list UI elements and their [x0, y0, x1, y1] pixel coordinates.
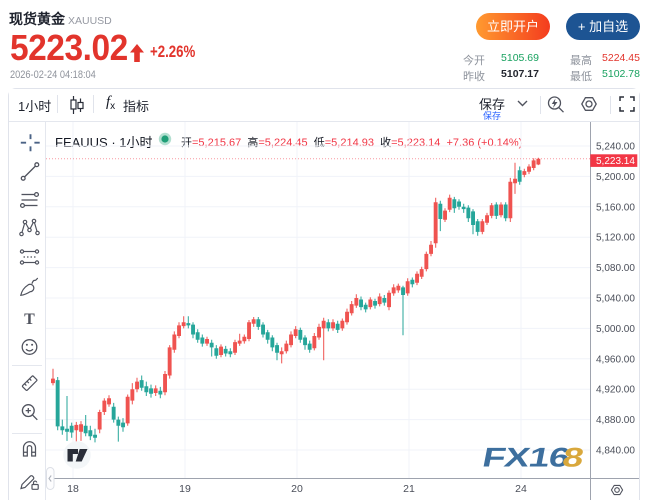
svg-text:5,000.00: 5,000.00 [596, 324, 635, 335]
svg-text:5,240.00: 5,240.00 [596, 142, 635, 153]
svg-text:5,080.00: 5,080.00 [596, 263, 635, 274]
svg-text:21: 21 [403, 483, 415, 495]
svg-text:8: 8 [560, 442, 586, 473]
svg-text:4,840.00: 4,840.00 [596, 446, 635, 457]
svg-text:FX16: FX16 [480, 442, 573, 473]
svg-text:5,160.00: 5,160.00 [596, 202, 635, 213]
svg-text:19: 19 [179, 483, 191, 495]
svg-text:4,920.00: 4,920.00 [596, 385, 635, 396]
svg-text:18: 18 [67, 483, 79, 495]
svg-text:24: 24 [515, 483, 527, 495]
svg-text:4,880.00: 4,880.00 [596, 415, 635, 426]
svg-text:4,960.00: 4,960.00 [596, 354, 635, 365]
svg-text:T: T [24, 311, 35, 328]
svg-text:5,223.14: 5,223.14 [596, 156, 635, 167]
svg-text:20: 20 [291, 483, 303, 495]
svg-text:5,040.00: 5,040.00 [596, 294, 635, 305]
svg-text:5,120.00: 5,120.00 [596, 233, 635, 244]
svg-text:5,200.00: 5,200.00 [596, 172, 635, 183]
